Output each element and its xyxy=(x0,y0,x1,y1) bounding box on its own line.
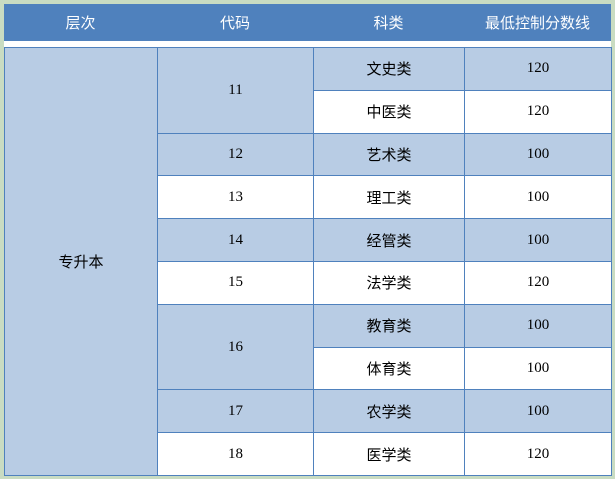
table-row: 专升本 11 文史类 120 xyxy=(4,47,612,476)
code-cell: 14 xyxy=(157,218,314,262)
table-row: 12 艺术类 100 xyxy=(5,132,612,177)
header-col-min-score: 最低控制分数线 xyxy=(484,16,590,32)
header-col-level: 层次 xyxy=(65,16,96,32)
code-cell: 11 xyxy=(157,47,314,134)
score-table-container: 层次 代码 科类 最低控制分数线 专升本 11 文史类 120 中医类 120 … xyxy=(4,4,612,476)
category-cell: 农学类 xyxy=(313,389,465,434)
code-cell: 13 xyxy=(157,175,314,220)
table-row: 16 教育类 100 xyxy=(5,303,612,391)
category-cell: 教育类 xyxy=(313,303,465,348)
header-divider-gap xyxy=(4,41,611,47)
level-cell: 专升本 xyxy=(4,47,158,476)
category-cell: 文史类 xyxy=(313,47,465,91)
category-cell: 中医类 xyxy=(313,89,465,134)
header-col-code: 代码 xyxy=(219,16,250,32)
table-row: 14 经管类 100 xyxy=(5,218,612,262)
table-row: 13 理工类 100 xyxy=(5,175,612,220)
category-cell: 经管类 xyxy=(313,218,465,262)
category-cell: 医学类 xyxy=(313,432,465,476)
code-cell: 17 xyxy=(157,389,314,434)
score-cell: 100 xyxy=(464,218,612,262)
table-row: 18 医学类 120 xyxy=(5,432,612,476)
table-header-row: 层次 代码 科类 最低控制分数线 xyxy=(4,4,611,41)
score-cell: 120 xyxy=(464,432,612,476)
category-cell: 体育类 xyxy=(313,346,465,391)
code-cell: 18 xyxy=(157,432,314,476)
header-col-category: 科类 xyxy=(373,16,404,32)
score-cell: 100 xyxy=(464,303,612,348)
table-row: 中医类 120 xyxy=(5,89,612,134)
code-cell: 12 xyxy=(157,132,314,177)
score-cell: 120 xyxy=(464,260,612,305)
score-cell: 100 xyxy=(464,132,612,177)
table-row: 体育类 100 xyxy=(5,346,612,391)
score-cell: 100 xyxy=(464,175,612,220)
code-cell: 16 xyxy=(157,303,314,391)
score-table: 专升本 11 文史类 120 中医类 120 12 艺术类 100 13 理工类… xyxy=(4,47,612,476)
code-cell: 15 xyxy=(157,260,314,305)
score-cell: 100 xyxy=(464,389,612,434)
score-cell: 120 xyxy=(464,47,612,91)
category-cell: 法学类 xyxy=(313,260,465,305)
category-cell: 理工类 xyxy=(313,175,465,220)
score-cell: 100 xyxy=(464,346,612,391)
score-cell: 120 xyxy=(464,89,612,134)
table-row: 17 农学类 100 xyxy=(5,389,612,434)
category-cell: 艺术类 xyxy=(313,132,465,177)
